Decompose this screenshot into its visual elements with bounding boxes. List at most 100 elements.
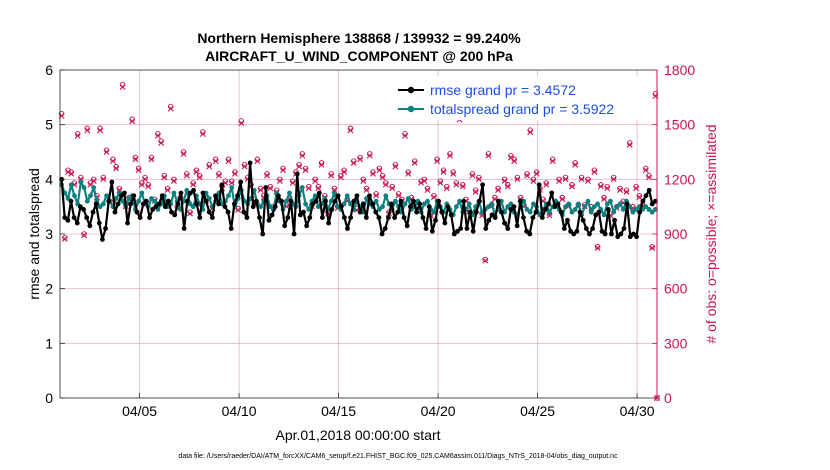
rmse-point [329, 207, 335, 212]
totalspread-point [575, 201, 581, 207]
obs-assimilated-marker [578, 176, 585, 183]
obs-assimilated-marker [623, 188, 630, 195]
totalspread-point [466, 201, 472, 207]
rmse-point [621, 226, 627, 231]
obs-assimilated-marker [594, 244, 601, 251]
rmse-point [191, 187, 196, 193]
obs-assimilated-marker [142, 176, 149, 183]
totalspread-point [457, 198, 463, 204]
obs-assimilated-marker [170, 178, 177, 184]
rmse-point [477, 198, 482, 204]
obs-assimilated-marker [402, 132, 409, 139]
totalspread-point [184, 187, 190, 193]
totalspread-point [505, 204, 511, 210]
totalspread-point [104, 193, 109, 199]
obs-assimilated-marker [241, 163, 248, 170]
obs-assimilated-marker [312, 178, 319, 184]
totalspread-point [453, 204, 459, 210]
totalspread-point [486, 204, 491, 210]
rmse-point [637, 209, 643, 215]
totalspread-point [283, 198, 289, 204]
legend-rmse-label: rmse grand pr = 3.4572 [430, 82, 576, 98]
rmse-point [565, 217, 570, 223]
obs-assimilated-marker [81, 232, 88, 239]
totalspread-point [527, 209, 533, 215]
obs-assimilated-marker [363, 187, 370, 194]
rmse-point [291, 231, 297, 237]
totalspread-point [608, 198, 613, 204]
obs-assimilated-marker [469, 172, 476, 179]
rmse-point [238, 179, 244, 185]
rmse-point [228, 226, 234, 231]
obs-assimilated-marker [103, 149, 110, 156]
obs-possible-marker [187, 209, 193, 215]
rmse-point [71, 215, 77, 221]
y-axis-label-right: # of obs: o=possible; ×=assimilated [703, 124, 719, 343]
obs-assimilated-marker [164, 187, 171, 194]
rmse-point [112, 209, 118, 215]
obs-assimilated-marker [315, 185, 322, 192]
obs-assimilated-marker [434, 158, 441, 165]
obs-assimilated-marker [318, 161, 325, 168]
obs-assimilated-marker [617, 187, 624, 194]
rmse-point [546, 201, 551, 207]
rmse-point [508, 207, 514, 212]
obs-assimilated-marker [206, 163, 213, 170]
obs-possible-marker [482, 256, 489, 263]
rmse-point [495, 198, 501, 204]
rmse-point [275, 193, 281, 199]
x-tick-label: 04/10 [222, 403, 257, 419]
rmse-point [411, 198, 416, 204]
x-ticks: 04/05 04/10 04/15 04/20 04/25 04/30 [122, 393, 655, 419]
obs-assimilated-marker [199, 130, 206, 137]
totalspread-point [78, 179, 84, 185]
y-tick-label: 0 [45, 390, 53, 406]
rmse-point [253, 198, 259, 204]
rmse-point [272, 204, 278, 210]
obs-assimilated-marker [591, 168, 598, 175]
totalspread-point [582, 204, 588, 210]
rmse-point [235, 193, 240, 199]
rmse-point [492, 215, 498, 221]
y-tick-label: 4 [45, 171, 53, 187]
rmse-point [470, 228, 476, 234]
rmse-point [458, 226, 464, 231]
rmse-point [451, 231, 457, 237]
rmse-point [511, 204, 517, 210]
x-tick-label: 04/05 [122, 403, 157, 419]
rmse-point [423, 226, 429, 231]
rmse-point [461, 198, 467, 204]
obs-assimilated-marker [527, 129, 534, 136]
obs-assimilated-marker [109, 158, 116, 165]
rmse-point [335, 193, 341, 199]
rmse-point [499, 209, 504, 215]
rmse-point [536, 182, 542, 188]
rmse-point [115, 201, 121, 207]
rmse-point [247, 160, 253, 166]
totalspread-point [547, 209, 552, 215]
totalspread-point [152, 198, 158, 204]
rmse-point [159, 193, 165, 199]
totalspread-point [633, 207, 639, 212]
obs-assimilated-marker [119, 83, 126, 90]
rmse-point [282, 223, 288, 229]
x-tick-label: 04/25 [520, 403, 555, 419]
x-tick-label: 04/20 [421, 403, 456, 419]
rmse-point [448, 212, 454, 218]
rmse-point [385, 215, 391, 221]
obs-assimilated-marker [161, 174, 168, 181]
obs-assimilated-marker [482, 257, 489, 264]
obs-assimilated-marker [633, 185, 640, 192]
obs-assimilated-marker [132, 156, 139, 163]
rmse-point [433, 217, 438, 223]
rmse-point [87, 223, 93, 229]
rmse-point [483, 226, 489, 231]
rmse-point [568, 228, 573, 234]
rmse-point [203, 198, 209, 204]
series-lines [59, 160, 658, 242]
obs-assimilated-marker [549, 158, 556, 165]
obs-assimilated-marker [459, 183, 466, 190]
x-tick-label: 04/30 [620, 403, 655, 419]
rmse-point [605, 207, 611, 212]
rmse-point [96, 220, 102, 226]
